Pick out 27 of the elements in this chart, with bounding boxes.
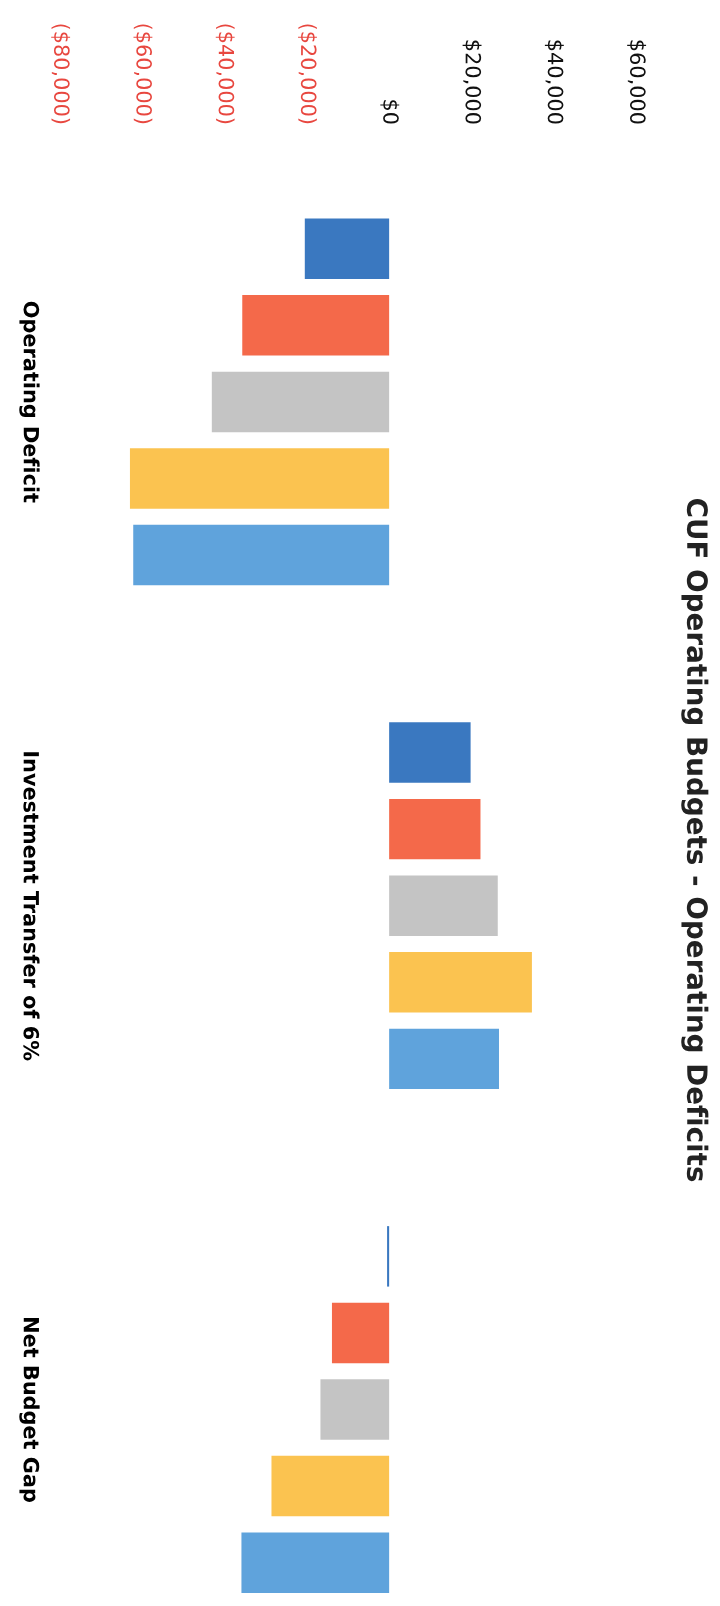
bar — [211, 371, 390, 433]
text: CUF Operating Budgets - Operating Deficits — [681, 498, 709, 1182]
y-tick-label: Investment Transfer of 6% — [23, 752, 40, 1061]
bar — [389, 952, 532, 1013]
bar — [304, 218, 390, 279]
bar — [389, 1028, 499, 1090]
x-tick-label: $40,000 — [544, 40, 564, 124]
y-tick-label: Net Budget Gap — [19, 1318, 40, 1502]
x-tick-label: ($40,000) — [215, 24, 235, 124]
bar — [389, 875, 498, 936]
x-tick-label: $20,000 — [462, 40, 482, 124]
x-tick-label: ($80,000) — [51, 24, 71, 124]
bar — [389, 798, 481, 860]
y-tick-label: Operating Deficit — [19, 301, 40, 503]
x-tick-label: $60,000 — [627, 40, 647, 124]
bar — [271, 1455, 390, 1517]
bar — [320, 1379, 390, 1440]
x-tick-label: ($60,000) — [133, 24, 153, 124]
bar — [129, 448, 390, 509]
bar — [242, 295, 390, 356]
bar — [387, 1226, 390, 1287]
bar — [241, 1532, 390, 1593]
x-tick-label: $0 — [380, 100, 400, 124]
x-tick-label: ($20,000) — [298, 24, 317, 124]
bar — [331, 1302, 390, 1364]
bar — [389, 722, 471, 783]
bar — [133, 524, 390, 586]
